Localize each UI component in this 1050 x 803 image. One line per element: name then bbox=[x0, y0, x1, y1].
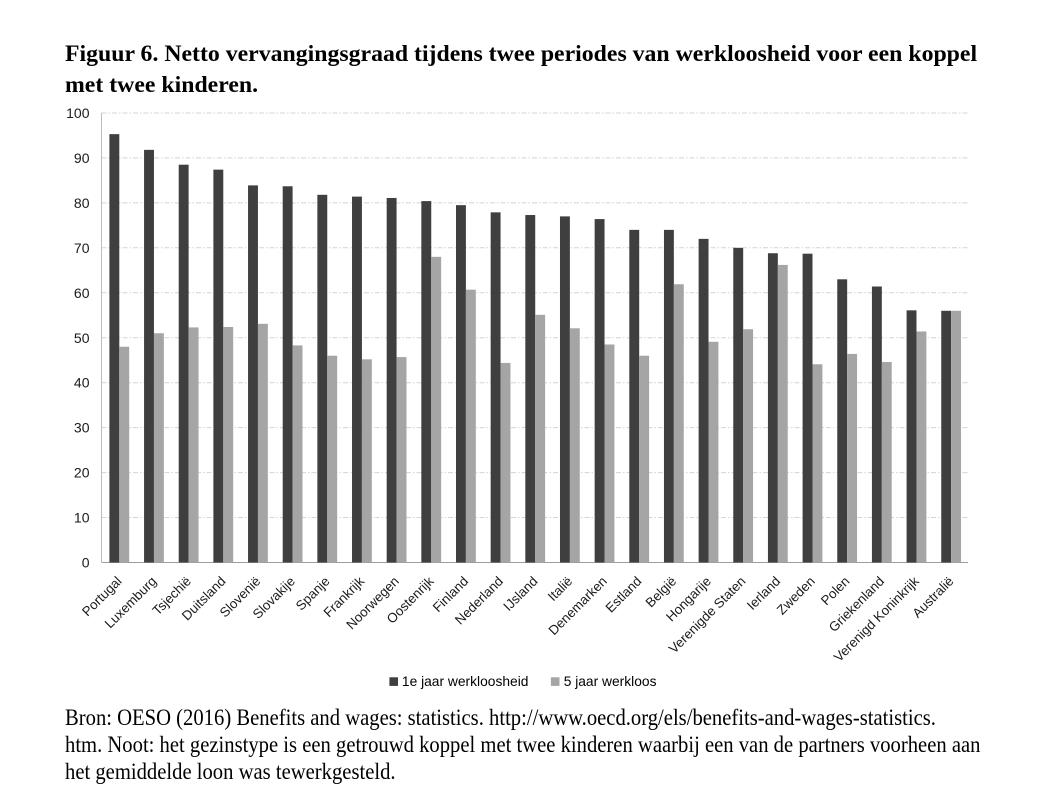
svg-text:100: 100 bbox=[66, 105, 90, 121]
svg-text:10: 10 bbox=[74, 510, 90, 526]
svg-text:Italië: Italië bbox=[545, 574, 575, 604]
svg-text:1e jaar werkloosheid: 1e jaar werkloosheid bbox=[402, 674, 529, 689]
svg-text:Estland: Estland bbox=[603, 574, 645, 616]
svg-text:Zweden: Zweden bbox=[774, 574, 818, 618]
svg-text:90: 90 bbox=[74, 150, 90, 166]
svg-text:5 jaar werkloos: 5 jaar werkloos bbox=[564, 674, 657, 689]
svg-text:30: 30 bbox=[74, 420, 90, 436]
svg-text:70: 70 bbox=[74, 240, 90, 256]
svg-text:20: 20 bbox=[74, 465, 90, 481]
svg-text:60: 60 bbox=[74, 285, 90, 301]
svg-text:80: 80 bbox=[74, 195, 90, 211]
svg-text:IJsland: IJsland bbox=[500, 574, 540, 614]
svg-text:0: 0 bbox=[82, 555, 90, 571]
svg-text:50: 50 bbox=[74, 330, 90, 346]
svg-text:40: 40 bbox=[74, 375, 90, 391]
